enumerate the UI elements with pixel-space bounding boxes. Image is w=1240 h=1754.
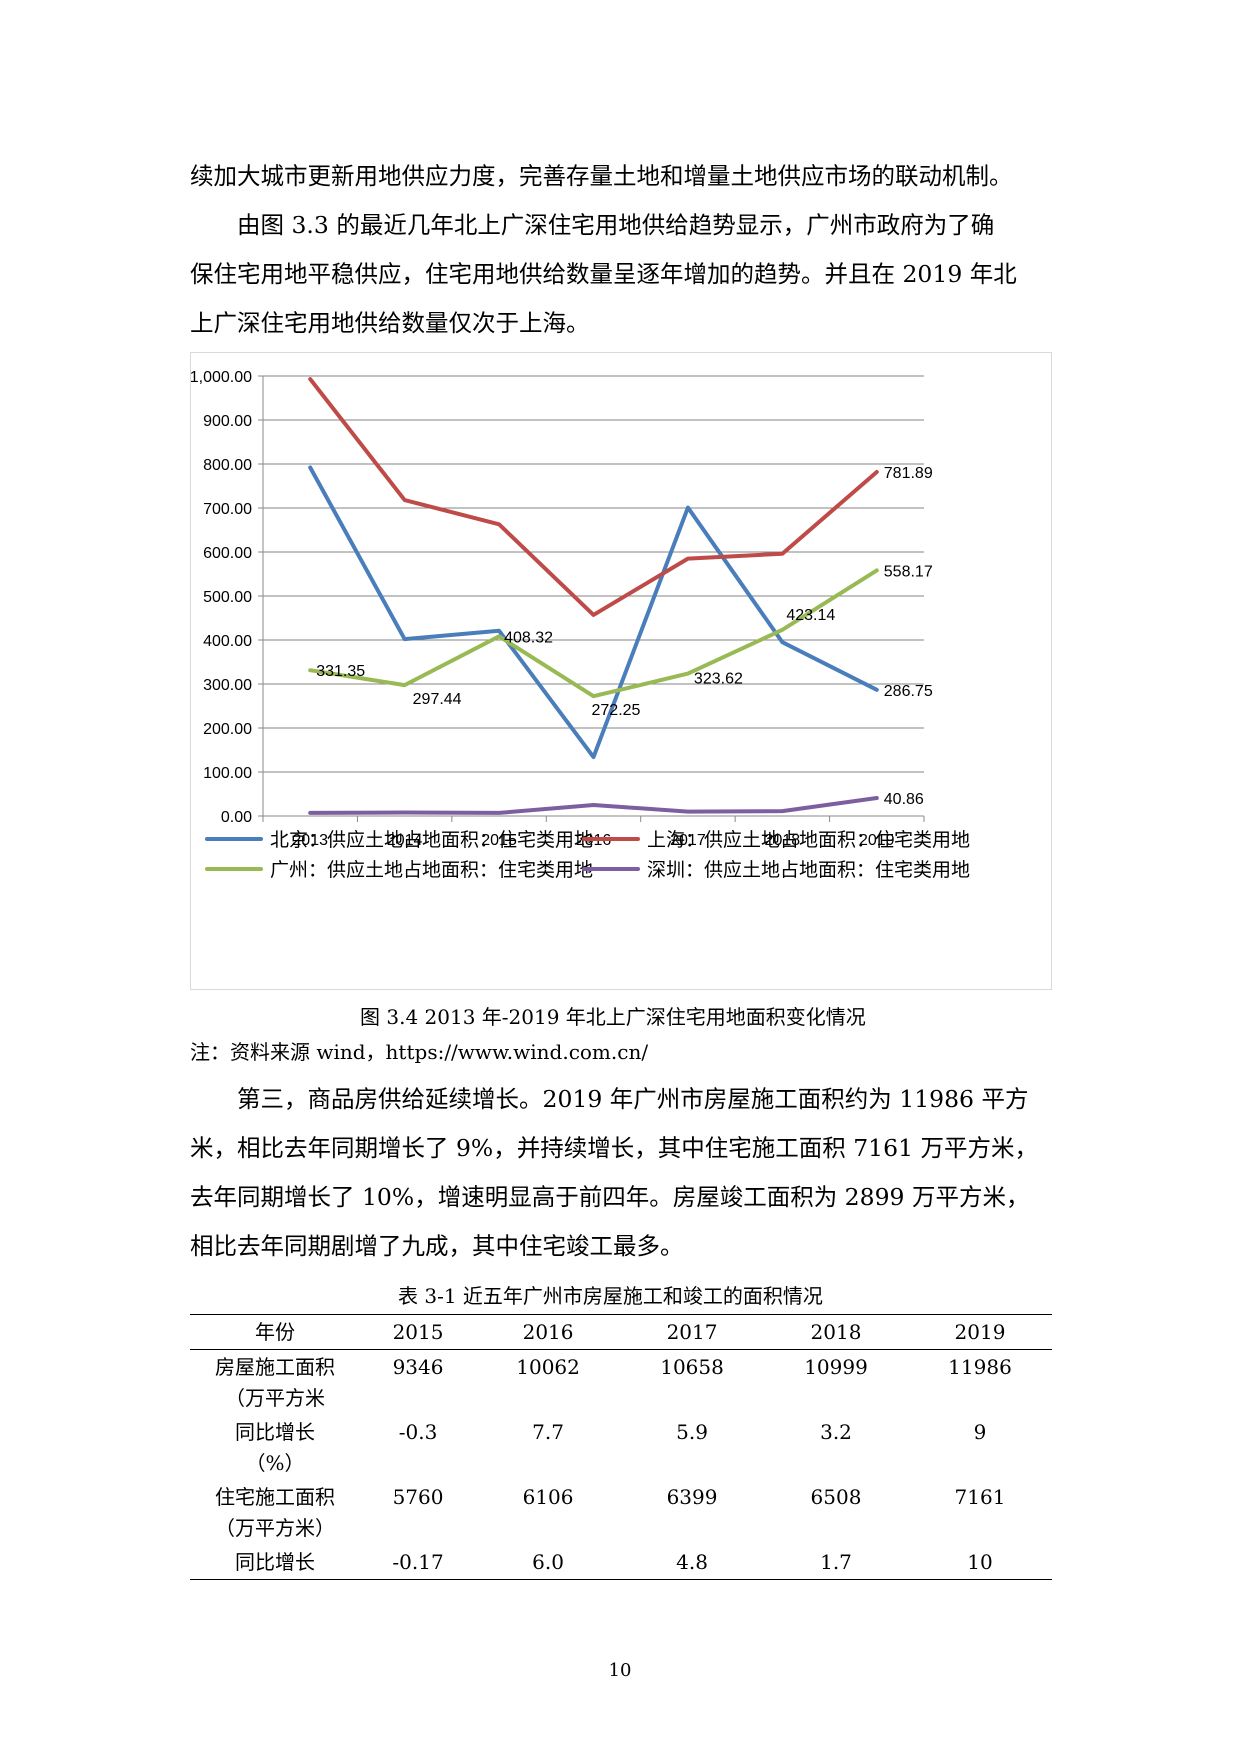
text-line: 上广深住宅用地供给数量仅次于上海。 [190,309,590,337]
row-sublabel: （%） [245,1451,305,1475]
data-label: 781.89 [884,465,933,482]
y-tick-label: 800.00 [203,457,252,474]
text-line: 续加大城市更新用地供应力度，完善存量土地和增量土地供应市场的联动机制。 [190,162,1013,190]
legend-label: 广州：供应土地占地面积：住宅类用地 [270,859,593,881]
data-label: 40.86 [884,791,924,808]
figure-note: 注：资料来源 wind，https://www.wind.com.cn/ [190,1040,649,1064]
x-tick-label: 2017 [670,832,706,849]
row-label: 住宅施工面积 [215,1485,335,1509]
text-line: 米，相比去年同期增长了 9%，并持续增长，其中住宅施工面积 7161 万平方米， [190,1134,1038,1162]
table-cell: 1.7 [764,1545,908,1580]
y-tick-label: 500.00 [203,589,252,606]
text-line: 保住宅用地平稳供应，住宅用地供给数量呈逐年增加的趋势。并且在 2019 年北 [190,260,1017,288]
table-cell: -0.17 [360,1545,477,1580]
x-tick-label: 2015 [481,832,517,849]
x-tick-label: 2014 [387,832,423,849]
data-label: 408.32 [504,629,553,646]
table-row: 同比增长 （%） -0.3 7.7 5.9 3.2 9 [190,1415,1052,1480]
table-cell: 10999 [804,1355,868,1379]
y-tick-label: 300.00 [203,677,252,694]
table-cell: 5760 [392,1485,444,1509]
table-caption: 表 3-1 近五年广州市房屋施工和竣工的面积情况 [398,1284,823,1308]
row-label-cell: 同比增长 [190,1545,360,1580]
text-line: 去年同期增长了 10%，增速明显高于前四年。房屋竣工面积为 2899 万平方米， [190,1183,1030,1211]
y-tick-label: 0.00 [221,809,252,826]
data-label: 331.35 [316,663,365,680]
y-tick-label: 700.00 [203,501,252,518]
table-cell: 6508 [810,1485,862,1509]
figure-caption: 图 3.4 2013 年-2019 年北上广深住宅用地面积变化情况 [360,1005,866,1029]
data-table: 年份 2015 2016 2017 2018 2019 房屋施工面积 （万平方米… [190,1314,1052,1580]
table-cell: 6399 [666,1485,718,1509]
text-line: 由图 3.3 的最近几年北上广深住宅用地供给趋势显示，广州市政府为了确 [237,211,995,239]
x-tick-label: 2019 [859,832,895,849]
line-chart: 0.00 100.00 200.00 300.00 400.00 500.00 600.00… [190,352,1052,990]
header-cell: 2015 [360,1314,477,1350]
data-label: 558.17 [884,563,933,580]
data-label: 272.25 [592,702,641,719]
table-row: 住宅施工面积 （万平方米） 5760 6106 6399 6508 7161 [190,1480,1052,1545]
page-number: 10 [608,1660,632,1681]
chart-svg: 0.00 100.00 200.00 300.00 400.00 500.00 600.00… [191,369,970,881]
series-line [308,465,879,760]
y-tick-label: 1,000.00 [191,369,252,386]
paragraph-3: 第三，商品房供给延续增长。2019 年广州市房屋施工面积约为 11986 平方 … [190,1075,1052,1271]
table-cell: 4.8 [620,1545,765,1580]
y-tick-label: 400.00 [203,633,252,650]
table-header-row: 年份 2015 2016 2017 2018 2019 [190,1314,1052,1350]
legend-label: 深圳：供应土地占地面积：住宅类用地 [647,859,970,881]
y-tick-label: 200.00 [203,721,252,738]
table-cell: 7161 [954,1485,1006,1509]
row-label-cell: 同比增长 （%） [190,1415,360,1480]
table-cell: 6.0 [476,1545,621,1580]
table-row: 房屋施工面积 （万平方米 9346 10062 10658 10999 1198… [190,1350,1052,1416]
table-cell: 9 [973,1420,987,1444]
header-cell: 2016 [476,1314,621,1350]
row-label: 同比增长 [235,1550,315,1574]
series-line [308,377,879,617]
y-tick-label: 900.00 [203,413,252,430]
table-cell: 10062 [516,1355,580,1379]
table-cell: 10 [907,1545,1052,1580]
x-tick-label: 2013 [292,832,328,849]
table-cell: 9346 [392,1355,444,1379]
data-label: 323.62 [694,671,743,688]
table-cell: 10658 [660,1355,724,1379]
row-sublabel: （万平方米） [215,1516,335,1540]
table-cell: 5.9 [676,1420,708,1444]
header-cell: 2018 [764,1314,908,1350]
row-label-cell: 房屋施工面积 （万平方米 [190,1350,360,1416]
row-label: 房屋施工面积 [215,1355,335,1379]
header-cell: 2019 [907,1314,1052,1350]
table-cell: 11986 [948,1355,1012,1379]
data-label: 297.44 [413,691,462,708]
legend-label: 上海：供应土地占地面积：住宅类用地 [647,829,970,851]
table-cell: 6106 [522,1485,574,1509]
text-line: 第三，商品房供给延续增长。2019 年广州市房屋施工面积约为 11986 平方 [237,1085,1029,1113]
table-cell: 3.2 [820,1420,852,1444]
table-row: 同比增长 -0.17 6.0 4.8 1.7 10 [190,1545,1052,1580]
row-label: 同比增长 [235,1420,315,1444]
x-tick-label: 2018 [765,832,801,849]
y-tick-label: 600.00 [203,545,252,562]
table-cell: 7.7 [532,1420,564,1444]
paragraph-2: 由图 3.3 的最近几年北上广深住宅用地供给趋势显示，广州市政府为了确 保住宅用… [190,201,1052,348]
data-label: 286.75 [884,683,933,700]
table-cell: -0.3 [398,1420,438,1444]
header-cell: 2017 [620,1314,765,1350]
series-line [308,796,879,815]
paragraph-1: 续加大城市更新用地供应力度，完善存量土地和增量土地供应市场的联动机制。 [190,152,1052,201]
text-line: 相比去年同期剧增了九成，其中住宅竣工最多。 [190,1232,684,1260]
row-label-cell: 住宅施工面积 （万平方米） [190,1480,360,1545]
data-label: 423.14 [786,607,835,624]
row-sublabel: （万平方米 [225,1386,325,1410]
series-line [308,568,879,699]
y-tick-label: 100.00 [203,765,252,782]
header-cell: 年份 [190,1314,360,1350]
legend-label: 北京：供应土地占地面积：住宅类用地 [270,829,593,851]
